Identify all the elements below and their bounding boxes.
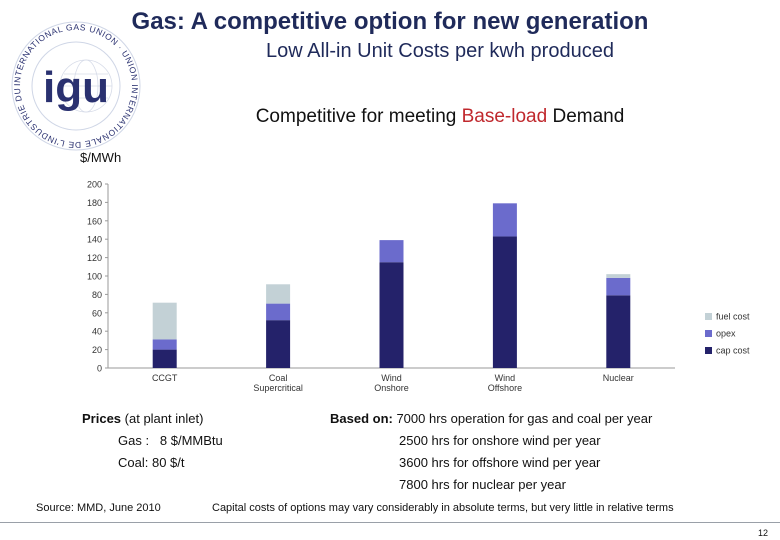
legend-swatch-fuel-cost xyxy=(705,313,712,320)
y-tick-label: 100 xyxy=(87,272,102,282)
based-on-line-2: 2500 hrs for onshore wind per year xyxy=(399,433,601,448)
page-number: 12 xyxy=(757,528,768,538)
legend-swatch-opex xyxy=(705,330,712,337)
y-tick-label: 120 xyxy=(87,253,102,263)
cost-chart: 0 20 40 60 80 100 120 140 160 180 200 CCGT CoalSuper… xyxy=(87,180,750,394)
y-tick-label: 0 xyxy=(97,364,102,374)
bar-cap-cost xyxy=(492,236,517,368)
slide-title: Gas: A competitive option for new genera… xyxy=(131,8,649,35)
bar-cap-cost xyxy=(379,262,404,368)
prices-heading: Prices (at plant inlet) xyxy=(82,408,223,430)
bar-cap-cost xyxy=(266,320,291,368)
legend-swatch-cap-cost xyxy=(705,347,712,354)
price-gas: Gas : 8 $/MMBtu xyxy=(118,433,223,448)
slide-subtitle: Low All-in Unit Costs per kwh produced xyxy=(266,40,614,62)
y-tick-label: 40 xyxy=(92,327,102,337)
prices-label-rest: (at plant inlet) xyxy=(121,411,204,426)
bar-fuel-cost xyxy=(606,274,631,278)
capital-cost-note: Capital costs of options may vary consid… xyxy=(212,502,674,514)
bar-opex xyxy=(266,303,291,321)
headline-suffix: Demand xyxy=(547,106,625,127)
igu-logo: INTERNATIONAL GAS UNION · UNION INTERNAT… xyxy=(4,10,144,154)
legend-label-cap-cost: cap cost xyxy=(716,346,750,356)
based-on-block: Based on: 7000 hrs operation for gas and… xyxy=(330,408,652,496)
y-tick-label: 20 xyxy=(92,345,102,355)
based-on-line-3: 3600 hrs for offshore wind per year xyxy=(399,455,601,470)
x-tick-label: Wind xyxy=(495,373,516,383)
based-on-label: Based on: xyxy=(330,411,393,426)
headline-prefix: Competitive for meeting xyxy=(255,106,462,127)
headline: Competitive for meeting Base-load Demand xyxy=(150,106,730,128)
y-tick-label: 160 xyxy=(87,216,102,226)
bar-fuel-cost xyxy=(152,302,177,340)
y-tick-label: 180 xyxy=(87,198,102,208)
source-note: Source: MMD, June 2010 xyxy=(36,502,161,514)
price-coal: Coal: 80 $/t xyxy=(118,455,185,470)
legend-label-opex: opex xyxy=(716,329,736,339)
bar-cap-cost xyxy=(606,295,631,368)
logo-letters: igu xyxy=(43,63,109,112)
bar-cap-cost xyxy=(152,349,177,368)
footer-rule xyxy=(0,522,780,523)
bar-opex xyxy=(379,240,404,263)
bar-opex xyxy=(606,277,631,296)
based-on-line-1: Based on: 7000 hrs operation for gas and… xyxy=(330,408,652,430)
y-tick-label: 80 xyxy=(92,290,102,300)
x-tick-label: CCGT xyxy=(152,373,178,383)
y-tick-label: 200 xyxy=(87,180,102,190)
headline-highlight: Base-load xyxy=(461,106,548,127)
prices-block: Prices (at plant inlet) Gas : 8 $/MMBtu … xyxy=(82,408,223,474)
legend-label-fuel-cost: fuel cost xyxy=(716,312,750,322)
prices-label: Prices xyxy=(82,411,122,426)
x-tick-label: Supercritical xyxy=(253,383,303,393)
based-on-line-1-text: 7000 hrs operation for gas and coal per … xyxy=(392,411,653,426)
y-axis-unit: $/MWh xyxy=(80,150,122,165)
x-tick-label: Coal xyxy=(269,373,288,383)
x-tick-label: Nuclear xyxy=(603,373,634,383)
bar-fuel-cost xyxy=(266,284,291,304)
bar-opex xyxy=(492,203,517,237)
y-tick-label: 60 xyxy=(92,308,102,318)
based-on-line-4: 7800 hrs for nuclear per year xyxy=(399,477,566,492)
x-tick-label: Wind xyxy=(381,373,402,383)
x-tick-label: Onshore xyxy=(374,383,409,393)
y-tick-label: 140 xyxy=(87,235,102,245)
x-tick-label: Offshore xyxy=(488,383,522,393)
bar-opex xyxy=(152,339,177,350)
